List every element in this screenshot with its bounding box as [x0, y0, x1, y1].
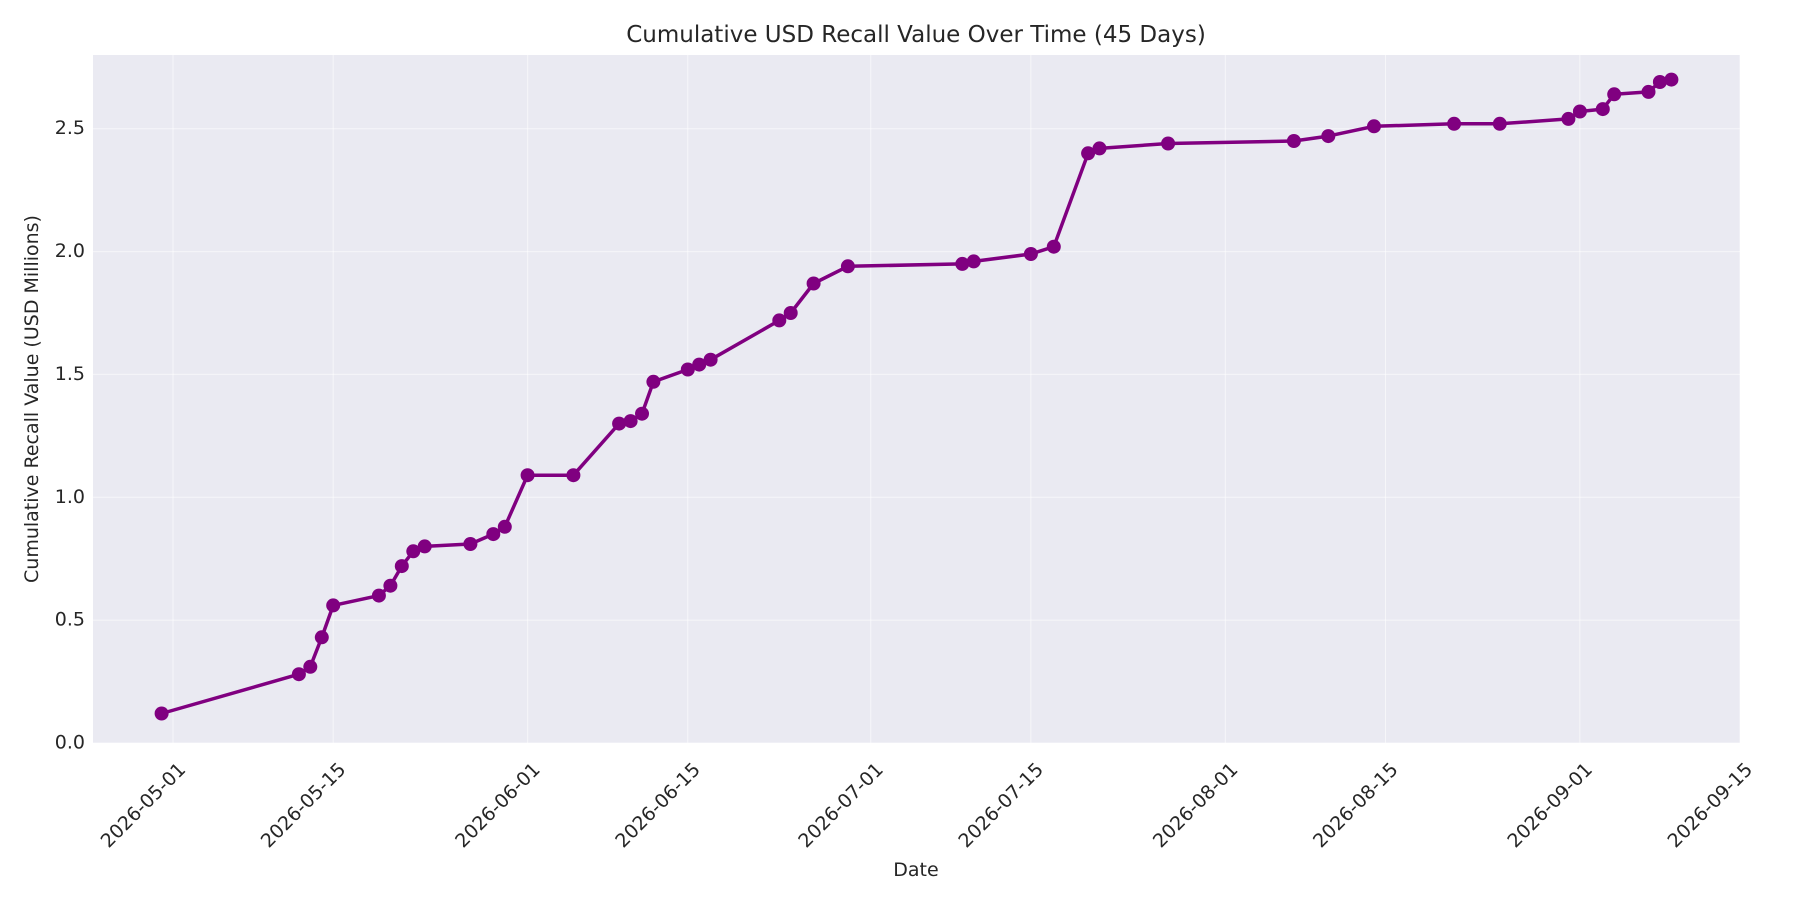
data-point [1161, 136, 1176, 151]
data-point [394, 559, 409, 574]
data-point [1492, 116, 1507, 131]
data-point [806, 276, 821, 291]
data-point [463, 537, 478, 551]
data-point [371, 588, 386, 603]
data-point [486, 527, 501, 542]
data-point [1561, 111, 1576, 126]
data-point [1286, 134, 1301, 148]
data-point [1641, 84, 1656, 99]
y-tick-label: 2.5 [55, 117, 85, 139]
data-point [635, 406, 649, 421]
data-point [703, 352, 718, 367]
data-point [1081, 146, 1096, 161]
x-axis-label: Date [893, 859, 938, 881]
chart-title: Cumulative USD Recall Value Over Time (4… [626, 22, 1206, 48]
x-tick-label: 2026-07-01 [794, 759, 888, 853]
grid [93, 55, 1741, 744]
y-tick-label: 1.5 [55, 363, 85, 385]
data-point [566, 468, 581, 483]
data-point [291, 667, 306, 682]
data-point [326, 598, 341, 613]
x-tick-label: 2026-06-15 [611, 759, 705, 853]
data-point [646, 374, 661, 389]
y-axis-label: Cumulative Recall Value (USD Millions) [21, 215, 43, 583]
data-point [1046, 239, 1061, 254]
data-point [417, 539, 432, 554]
data-point [1607, 87, 1622, 102]
x-tick-label: 2026-08-15 [1309, 759, 1403, 853]
data-point [680, 362, 695, 377]
data-point [303, 659, 318, 674]
series [154, 72, 1679, 721]
x-tick-label: 2026-09-15 [1664, 759, 1758, 853]
data-point [1572, 104, 1587, 119]
data-point [1092, 141, 1107, 156]
data-point [692, 357, 707, 372]
data-point [1652, 75, 1667, 89]
data-point [1321, 129, 1336, 144]
x-tick-label: 2026-06-01 [451, 759, 545, 853]
data-point [383, 578, 398, 593]
data-point [772, 313, 787, 328]
x-tick-label: 2026-08-01 [1149, 759, 1243, 853]
data-point [840, 259, 855, 274]
data-point [955, 256, 970, 271]
data-point [154, 706, 169, 721]
data-point [1023, 247, 1038, 261]
y-tick-label: 0.0 [55, 732, 85, 754]
data-point [1447, 116, 1462, 131]
data-point [623, 414, 638, 429]
y-tick-label: 2.0 [55, 240, 85, 262]
x-tick-label: 2026-09-01 [1503, 759, 1597, 853]
data-point [783, 306, 798, 320]
x-tick-label: 2026-05-15 [257, 759, 351, 853]
data-point [314, 630, 329, 645]
plot-area [93, 55, 1740, 743]
x-tick-label: 2026-05-01 [97, 759, 191, 853]
y-tick-label: 0.5 [55, 609, 85, 631]
data-point [612, 416, 627, 431]
data-point [1595, 102, 1610, 117]
y-tick-label: 1.0 [55, 486, 85, 508]
data-point [1367, 119, 1381, 134]
x-tick-label: 2026-07-15 [954, 759, 1048, 853]
data-point [497, 519, 512, 534]
data-point [966, 254, 981, 269]
data-point [1664, 72, 1679, 87]
data-point [520, 468, 535, 483]
data-point [406, 544, 421, 559]
